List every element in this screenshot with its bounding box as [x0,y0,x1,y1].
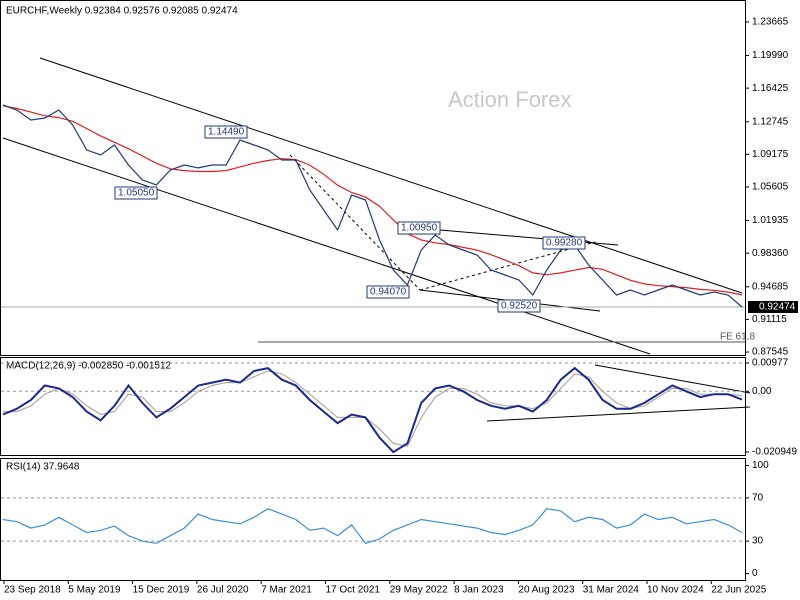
series-line [3,370,743,447]
price-panel [0,0,746,356]
y-tick-label: 1.19990 [752,50,789,61]
x-tick-label: 26 Jul 2020 [197,585,249,596]
y-tick-label: 0.00 [752,386,772,397]
x-tick-label: 23 Sep 2018 [4,585,61,596]
level-label: 0.94070 [370,287,407,298]
level-label: 1.14490 [208,127,245,138]
level-label: 1.05050 [118,188,155,199]
x-tick-label: 17 Oct 2021 [326,585,381,596]
y-tick-label: 0 [752,568,758,579]
rsi-title: RSI(14) 37.9648 [6,462,80,473]
trend-line [439,229,619,246]
series-line [2,508,743,544]
y-tick-label: 1.09175 [752,149,789,160]
series-line [2,105,743,296]
macd-title: MACD(12,26,9) -0.002850 -0.001512 [6,361,172,372]
header: EURCHF,Weekly 0.92384 0.92576 0.92085 0.… [6,6,238,17]
y-tick-label: 100 [752,460,769,471]
y-tick-label: 0.91115 [752,314,787,325]
x-tick-label: 22 Jun 2025 [711,585,766,596]
series-line [2,366,743,454]
last-price-label: 0.92474 [759,302,796,313]
x-tick-label: 29 May 2022 [390,585,448,596]
y-tick-label: 1.01935 [752,215,789,226]
y-tick-label: 0.87545 [752,347,789,358]
y-tick-label: 1.12745 [752,116,789,127]
level-box [204,125,248,139]
level-label: 0.92520 [501,301,538,312]
y-tick-label: 70 [752,493,764,504]
level-box [542,236,586,250]
series-line [2,104,743,308]
x-tick-label: 20 Aug 2023 [518,585,575,596]
x-tick-label: 10 Nov 2024 [647,585,704,596]
y-tick-label: 0.98360 [752,248,789,259]
channel-lower [2,137,651,355]
macd-trend-line [486,406,751,422]
projection-line [419,241,596,291]
x-tick-label: 31 Mar 2024 [583,585,640,596]
x-tick-label: 8 Jan 2023 [454,585,504,596]
y-tick-label: 1.23665 [752,17,789,28]
macd-panel [0,357,746,456]
fe-label: FE 61.8 [720,332,755,343]
level-label: 0.99280 [546,238,583,249]
level-box [114,186,158,200]
last-price-box [748,300,798,313]
projection-line [289,154,421,291]
y-tick-label: 30 [752,536,764,547]
level-box [397,221,441,235]
macd-trend-line [594,364,751,394]
x-tick-label: 7 Mar 2021 [261,585,312,596]
y-tick-label: 1.16425 [752,83,789,94]
rsi-panel [0,458,746,581]
channel-upper [39,57,743,294]
watermark: Action Forex [448,87,572,112]
x-tick-label: 15 Dec 2019 [133,585,190,596]
y-tick-label: 0.00977 [752,358,789,369]
y-tick-label: -0.020949 [752,447,797,458]
y-tick-label: 0.94685 [752,281,789,292]
y-tick-label: 1.05605 [752,182,789,193]
level-box [497,299,541,313]
x-tick-label: 5 May 2019 [68,585,121,596]
level-box [366,285,410,299]
level-label: 1.00950 [401,223,438,234]
